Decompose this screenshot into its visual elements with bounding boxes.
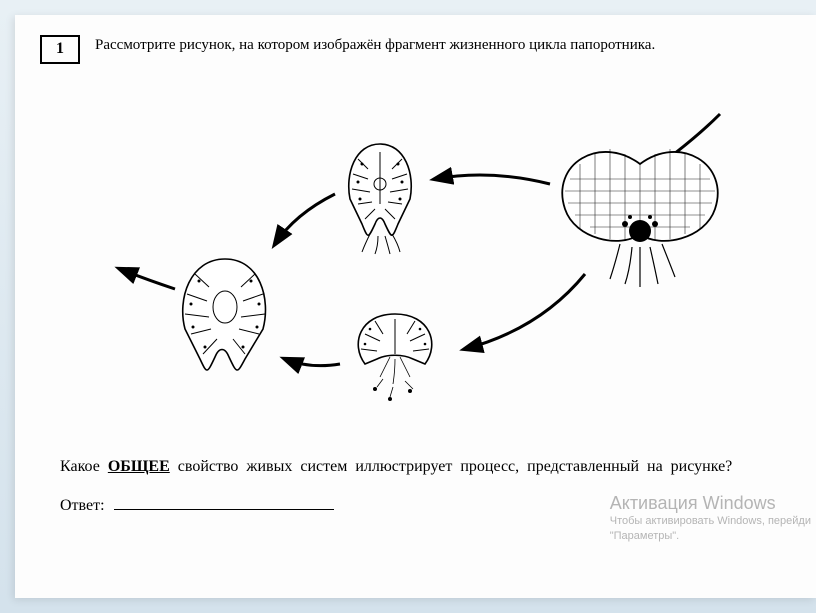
bottom-question: Какое ОБЩЕЕ свойство живых систем иллюст… [60, 454, 791, 480]
question-number: 1 [40, 35, 80, 64]
answer-row: Ответ: [60, 497, 791, 515]
prothallus-node [562, 149, 717, 287]
stage-left-node [183, 259, 266, 370]
question-header: 1 Рассмотрите рисунок, на котором изобра… [40, 35, 791, 64]
arrow-mid-to-left [285, 359, 340, 366]
page-container: 1 Рассмотрите рисунок, на котором изобра… [15, 15, 816, 598]
arrow-top-to-left-gap [275, 194, 335, 244]
diagram-svg [40, 74, 816, 434]
watermark-line2: "Параметры". [610, 529, 811, 543]
stage-top-node [349, 144, 412, 254]
arrow-left-out [120, 269, 175, 289]
arrow-to-mid [465, 274, 585, 349]
question-text: Рассмотрите рисунок, на котором изображё… [95, 35, 791, 54]
bottom-q-prefix: Какое [60, 458, 108, 475]
watermark-line1: Чтобы активировать Windows, перейди [610, 514, 811, 528]
arrow-to-top [435, 175, 550, 184]
stage-mid-node [358, 314, 432, 401]
answer-label: Ответ: [60, 497, 105, 514]
bottom-q-suffix: свойство живых систем иллюстрирует проце… [170, 458, 733, 475]
answer-blank[interactable] [114, 509, 334, 510]
lifecycle-diagram [40, 74, 791, 434]
bottom-q-emphasis: ОБЩЕЕ [108, 458, 170, 475]
